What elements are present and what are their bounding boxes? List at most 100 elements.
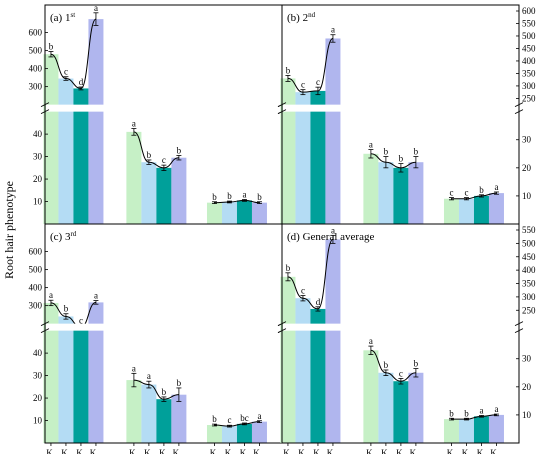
x-tick-label: K2 [225,448,235,454]
x-tick-label: K2 [61,448,71,454]
x-tick-label: K12 [90,448,103,454]
x-tick-label: K6 [76,448,86,454]
panel-title: (c) 3rd [50,230,77,243]
bar-c-g2-K2 [221,426,237,443]
significance-letter: a [369,336,373,346]
x-tick-label: K6 [477,448,487,454]
trend-line [50,18,97,89]
significance-letter: a [494,182,498,192]
trend-line [214,421,260,427]
bar-c-g1-K6 [156,399,172,443]
x-tick-label: K2 [298,448,308,454]
significance-letter: b [147,150,152,160]
significance-letter: a [331,25,335,35]
y-tick-label: 20 [33,393,43,403]
bottom-axis: K0K2K6K12Denisity (#/mm²)K0K2K6K12Length… [46,443,503,454]
x-tick-label: K12 [410,448,423,454]
significance-letter: a [369,140,373,150]
significance-letter: a [257,411,261,421]
significance-letter: d [316,297,321,307]
y-tick-label: 450 [522,252,536,262]
x-tick-label: K0 [129,448,139,454]
x-tick-label: K2 [144,448,154,454]
y-tick-label: 400 [522,265,536,275]
significance-letter: b [227,191,232,201]
significance-letter: a [494,404,498,414]
y-axis-label: Root hair phenotype [2,181,16,279]
significance-letter: b [49,42,54,52]
x-tick-label: K12 [173,448,186,454]
bar-d-g1-K0 [363,350,379,443]
significance-letter: c [399,368,403,378]
bar-c-g0-K12 [88,302,104,443]
bar-d-g0-K12 [325,239,341,443]
y-tick-label: 600 [522,6,536,16]
significance-letter: b [384,147,389,157]
y-tick-label: 550 [522,225,536,235]
bar-b-g0-K2 [295,92,311,224]
y-tick-label: 20 [522,382,532,392]
bar-c-g2-K6 [236,423,252,443]
significance-letter: b [414,147,419,157]
significance-letter: b [257,192,262,202]
bar-c-g0-K6 [73,327,89,443]
bar-a-g0-K2 [58,78,74,224]
x-tick-label: K2 [381,448,391,454]
significance-letter: b [399,154,404,164]
significance-letter: c [64,67,68,77]
significance-letter: a [479,405,483,415]
y-tick-label: 550 [522,18,536,28]
significance-letter: c [301,286,305,296]
panel-title: (a) 1st [50,11,75,24]
significance-letter: a [94,291,98,301]
bar-d-g2-K0 [443,419,459,443]
y-tick-label: 30 [522,135,532,145]
y-tick-label: 250 [522,305,536,315]
bar-d-g1-K12 [408,372,424,443]
y-tick-label: 10 [33,416,43,426]
y-tick-label: 450 [522,43,536,53]
bar-d-g2-K2 [458,419,474,443]
panel-title: (b) 2nd [287,11,316,24]
y-tick-label: 20 [522,163,532,173]
significance-letter: c [79,315,83,325]
y-tick-label: 300 [522,292,536,302]
significance-letter: a [132,118,136,128]
bar-b-g1-K0 [363,153,379,224]
significance-letter: a [132,363,136,373]
y-tick-label: 300 [29,301,43,311]
y-tick-label: 30 [33,371,43,381]
y-tick-label: 30 [522,354,532,364]
bar-d-g1-K2 [378,372,394,443]
axis-break-band [46,323,281,331]
y-tick-label: 400 [29,283,43,293]
panel-title: (d) General average [287,231,374,243]
significance-letter: a [147,371,151,381]
axis-break-band [46,104,281,112]
y-tick-label: 10 [33,197,43,207]
bar-c-g2-K0 [206,425,222,443]
significance-letter: b [177,378,182,388]
y-tick-label: 500 [29,46,43,56]
significance-letter: b [177,145,182,155]
bar-b-g0-K12 [325,38,341,224]
y-tick-label: 500 [522,238,536,248]
significance-letter: b [286,263,291,273]
trend-line [133,379,179,400]
x-tick-label: K12 [490,448,503,454]
x-tick-label: K6 [396,448,406,454]
y-tick-label: 10 [522,191,532,201]
y-tick-label: 350 [522,279,536,289]
significance-letter: b [162,387,167,397]
significance-letter: c [162,155,166,165]
bar-d-g0-K2 [295,298,311,443]
y-tick-label: 250 [522,93,536,103]
bar-b-g2-K2 [458,198,474,224]
y-tick-label: 300 [522,81,536,91]
y-tick-label: 40 [33,129,43,139]
bar-b-g2-K12 [488,193,504,224]
